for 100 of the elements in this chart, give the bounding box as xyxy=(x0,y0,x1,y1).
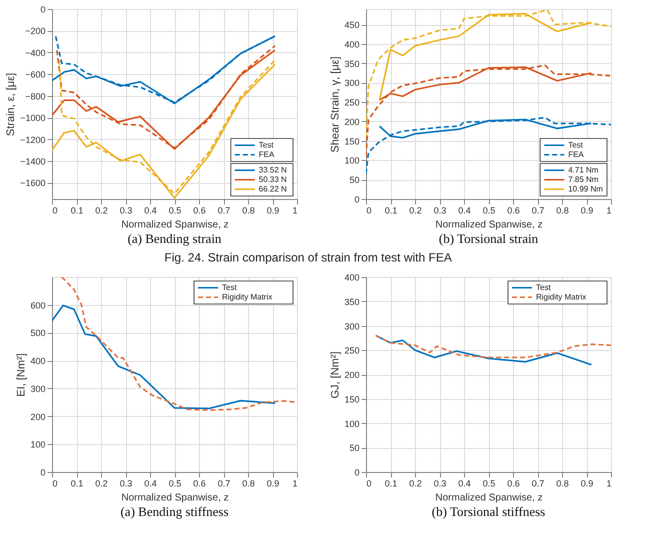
x-tick-label: 0 xyxy=(52,206,58,216)
line-series xyxy=(61,277,297,411)
y-tick-label: 400 xyxy=(344,39,360,50)
x-tick-label: 1 xyxy=(292,206,298,216)
y-tick-label: 300 xyxy=(344,321,360,332)
x-tick-label: 0.7 xyxy=(532,206,544,216)
x-tick-label: 0.9 xyxy=(266,206,280,216)
x-tick-label: 0.4 xyxy=(144,206,157,216)
x-tick-label: 0.9 xyxy=(580,206,594,216)
y-axis-title: Shear Strain, γ, [με] xyxy=(329,56,342,153)
text: (b) Torsional stiffness xyxy=(432,504,546,519)
x-tick-label: 0.3 xyxy=(120,478,132,488)
text: (b) Torsional strain xyxy=(438,231,539,246)
y-tick-label: 200 xyxy=(30,412,46,422)
x-tick-label: 0.5 xyxy=(482,206,496,216)
x-tick-label: 0.6 xyxy=(507,206,520,216)
legend-label: 7.85 Nm xyxy=(568,174,599,184)
y-tick-label: 50 xyxy=(349,175,360,186)
caption: Fig. 24. Strain comparison of strain from test with FEA xyxy=(164,250,452,264)
x-tick-label: 0.7 xyxy=(532,478,544,488)
annotation: Test xyxy=(258,140,274,150)
legend-label: Test xyxy=(536,282,552,292)
y-tick-label: 150 xyxy=(344,394,360,404)
x-tick-label: 0.8 xyxy=(556,206,569,216)
y-tick-label: 300 xyxy=(344,78,360,88)
x-tick-label: 1 xyxy=(292,478,298,488)
x-tick-label: 0.1 xyxy=(384,478,398,488)
x-tick-label: 0.2 xyxy=(409,478,422,488)
text: (a) Bending stiffness xyxy=(120,504,229,519)
y-tick-label: 200 xyxy=(344,116,360,127)
annotation: Test xyxy=(568,140,584,150)
y-tick-label: 0 xyxy=(40,468,46,478)
legend-label: 50.33 N xyxy=(258,174,288,184)
y-axis-title: GJ, [Nm²] xyxy=(329,351,342,399)
y-tick-label: −1200 xyxy=(20,134,46,145)
x-tick-label: 1 xyxy=(606,206,612,216)
x-tick-label: 0 xyxy=(366,206,372,216)
legend-label: 4.71 Nm xyxy=(568,165,599,174)
line-series xyxy=(366,64,611,158)
y-tick-label: 500 xyxy=(30,328,46,338)
y-tick-label: 600 xyxy=(30,300,46,310)
legend-label: Test xyxy=(222,282,238,292)
legend-label: Rigidity Matrix xyxy=(536,292,586,302)
y-tick-label: −600 xyxy=(25,70,46,80)
line-series xyxy=(366,116,611,175)
y-tick-label: −1000 xyxy=(20,113,46,124)
x-tick-label: 0.2 xyxy=(409,206,422,216)
x-tick-label: 0.8 xyxy=(242,206,255,216)
x-tick-label: 0.1 xyxy=(70,478,84,488)
annotation: FEA xyxy=(258,150,276,159)
x-tick-label: 0.7 xyxy=(218,206,230,216)
y-tick-label: 200 xyxy=(344,370,360,380)
x-tick-label: 0.8 xyxy=(556,478,569,488)
x-tick-label: 0.5 xyxy=(482,478,496,488)
x-tick-label: 0.1 xyxy=(384,206,398,216)
annotation: FEA xyxy=(568,150,584,159)
x-tick-label: 0.6 xyxy=(507,478,520,488)
y-tick-label: 150 xyxy=(344,136,360,146)
line-series xyxy=(378,12,592,101)
x-tick-label: 0.3 xyxy=(434,478,446,488)
x-tick-label: 0.5 xyxy=(168,478,182,488)
x-axis-title: Normalized Spanwise, z xyxy=(121,220,229,230)
y-tick-label: 100 xyxy=(344,156,360,166)
y-tick-label: 0 xyxy=(40,4,46,14)
x-axis-title: Normalized Spanwise, z xyxy=(121,492,229,504)
y-tick-label: −1600 xyxy=(20,178,46,188)
x-tick-label: 0.9 xyxy=(266,478,280,488)
x-tick-label: 1 xyxy=(606,478,612,488)
line-series xyxy=(52,304,276,410)
x-tick-label: 0.2 xyxy=(95,206,108,216)
x-tick-label: 0.3 xyxy=(120,206,132,216)
y-tick-label: 350 xyxy=(344,58,360,69)
x-axis-title: Normalized Spanwise, z xyxy=(435,492,543,504)
x-tick-label: 0.5 xyxy=(168,206,182,216)
legend-label: Rigidity Matrix xyxy=(222,292,272,302)
text: (a) Bending strain xyxy=(128,231,222,246)
x-tick-label: 0.9 xyxy=(580,478,594,488)
y-tick-label: 100 xyxy=(30,440,46,450)
x-tick-label: 0.3 xyxy=(434,206,446,216)
legend-label: 33.52 N xyxy=(258,165,288,174)
y-tick-label: −1400 xyxy=(20,156,46,166)
y-tick-label: 100 xyxy=(344,418,360,429)
x-tick-label: 0.4 xyxy=(458,206,471,216)
x-tick-label: 0.6 xyxy=(193,206,206,216)
y-axis-title: EI, [Nm²] xyxy=(15,353,28,397)
x-tick-label: 0 xyxy=(366,478,372,488)
y-tick-label: 250 xyxy=(344,98,360,108)
x-tick-label: 0.2 xyxy=(95,478,108,488)
legend-label: 66.22 N xyxy=(258,184,288,194)
y-tick-label: 350 xyxy=(344,296,360,307)
x-tick-label: 0.7 xyxy=(218,478,230,488)
x-tick-label: 0.4 xyxy=(144,478,157,488)
legend-label: 10.99 Nm xyxy=(568,184,604,194)
x-tick-label: 0.8 xyxy=(242,478,255,488)
y-tick-label: 400 xyxy=(30,356,46,366)
y-tick-label: −800 xyxy=(25,91,46,102)
y-tick-label: 250 xyxy=(344,346,360,356)
x-tick-label: 0.1 xyxy=(70,206,84,216)
x-tick-label: 0.4 xyxy=(458,478,471,488)
y-tick-label: 0 xyxy=(354,468,360,478)
